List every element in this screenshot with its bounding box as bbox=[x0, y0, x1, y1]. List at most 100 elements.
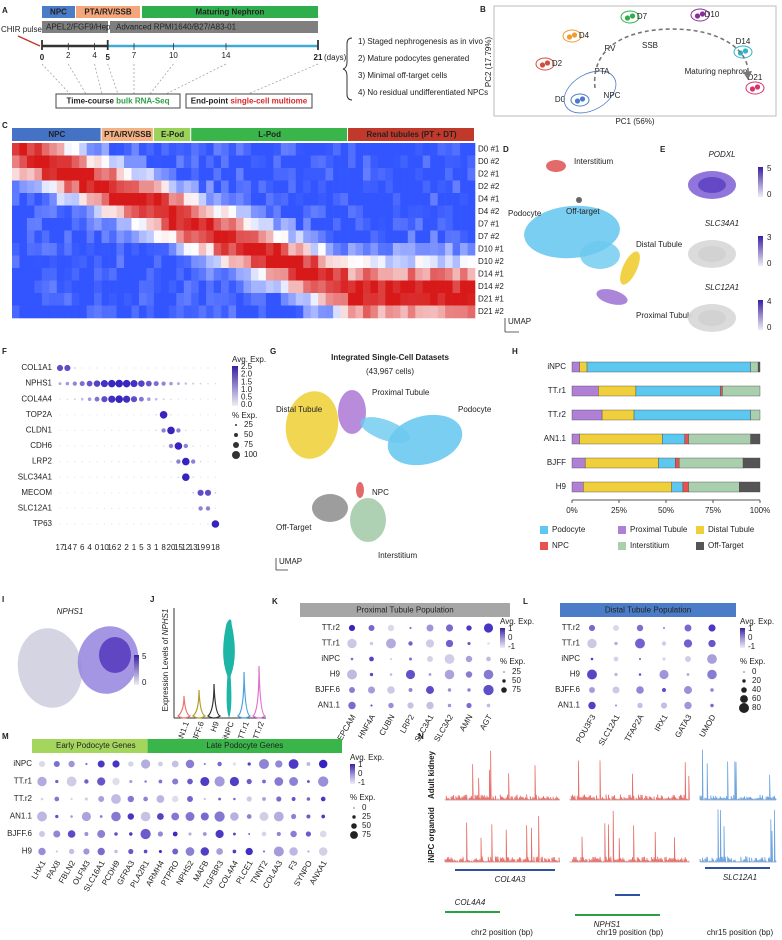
row-label: TT.r1 bbox=[562, 639, 581, 648]
cluster-label: NPC bbox=[372, 488, 389, 497]
cluster-label: 3 bbox=[147, 543, 152, 552]
heat-cell bbox=[101, 230, 110, 244]
cluster-ring bbox=[620, 10, 640, 24]
heat-cell bbox=[348, 180, 356, 194]
dot bbox=[214, 382, 217, 385]
heat-cell bbox=[340, 143, 349, 156]
axis-label: UMAP bbox=[279, 557, 302, 566]
heat-cell bbox=[86, 193, 95, 206]
dot bbox=[168, 443, 174, 449]
heat-cell bbox=[64, 293, 73, 306]
panel-letter: B bbox=[480, 5, 486, 14]
row-label: BJFF.6 bbox=[315, 685, 340, 694]
dot bbox=[122, 395, 131, 403]
heat-cell bbox=[452, 293, 461, 306]
heat-cell bbox=[168, 280, 177, 294]
dot bbox=[170, 460, 172, 463]
box bbox=[185, 93, 313, 109]
heat-cell bbox=[318, 155, 326, 169]
heat-cell bbox=[325, 230, 334, 244]
heat-cell bbox=[94, 293, 102, 306]
heat-cell bbox=[41, 280, 50, 294]
dot bbox=[97, 830, 106, 838]
heat-cell bbox=[415, 268, 424, 281]
dot bbox=[148, 492, 150, 494]
heat-cell bbox=[258, 193, 267, 206]
heat-cell bbox=[258, 268, 267, 281]
heat-cell bbox=[407, 243, 416, 256]
heat-cell bbox=[153, 143, 162, 156]
heat-cell bbox=[415, 230, 424, 244]
heat-cell bbox=[377, 155, 386, 169]
dot bbox=[155, 367, 157, 369]
heat-cell bbox=[138, 180, 147, 194]
heat-cell bbox=[422, 230, 431, 244]
stage-bar bbox=[42, 6, 75, 18]
heat-cell bbox=[19, 255, 28, 269]
heat-cell bbox=[377, 293, 386, 306]
dot bbox=[85, 762, 88, 766]
heat-cell bbox=[146, 168, 155, 181]
stage-bar bbox=[142, 6, 318, 18]
heat-cell bbox=[228, 293, 237, 306]
heat-cell bbox=[183, 255, 192, 269]
title: Integrated Single-Cell Datasets bbox=[331, 353, 449, 362]
heat-cell bbox=[355, 280, 364, 294]
dot bbox=[467, 641, 471, 646]
dot bbox=[445, 624, 454, 632]
heat-cell bbox=[243, 230, 252, 244]
heat-cell bbox=[280, 218, 289, 231]
bar bbox=[722, 385, 761, 397]
dot bbox=[192, 476, 194, 478]
dot bbox=[176, 382, 180, 386]
dot bbox=[155, 507, 157, 509]
dot bbox=[140, 476, 142, 478]
heat-cell bbox=[131, 305, 140, 319]
sample-dot bbox=[754, 84, 761, 90]
heat-cell bbox=[460, 218, 468, 231]
heat-cell bbox=[333, 268, 341, 281]
heat-cell bbox=[265, 205, 274, 219]
dot bbox=[126, 445, 128, 447]
heat-cell bbox=[198, 155, 207, 169]
heat-cell bbox=[64, 155, 73, 169]
heat-cell bbox=[26, 293, 35, 306]
dot bbox=[183, 443, 188, 449]
sample-label: D4 #1 bbox=[478, 194, 500, 203]
heat-cell bbox=[138, 205, 147, 219]
dot bbox=[177, 414, 180, 416]
dot bbox=[185, 414, 187, 416]
cluster-label: 15 bbox=[174, 543, 183, 552]
dot bbox=[171, 812, 180, 821]
legend-swatch bbox=[540, 526, 548, 534]
heat-cell bbox=[265, 305, 274, 319]
dot bbox=[84, 797, 88, 801]
heat-cell bbox=[198, 305, 207, 319]
dot bbox=[89, 492, 91, 494]
dot bbox=[59, 507, 61, 509]
dot bbox=[170, 476, 172, 478]
dot bbox=[148, 476, 150, 478]
dot bbox=[409, 626, 412, 630]
heat-cell bbox=[258, 218, 267, 231]
heat-cell bbox=[236, 193, 244, 206]
dot bbox=[155, 460, 157, 463]
heat-cell bbox=[206, 143, 214, 156]
row-label: BJFF.6 bbox=[7, 829, 32, 838]
heat-cell bbox=[86, 168, 95, 181]
heat-cell bbox=[407, 280, 416, 294]
heat-cell bbox=[131, 193, 140, 206]
heat-cell bbox=[445, 230, 453, 244]
dot bbox=[118, 445, 120, 447]
heat-cell bbox=[49, 293, 58, 306]
heat-cell bbox=[385, 193, 394, 206]
heat-cell bbox=[280, 293, 289, 306]
heat-cell bbox=[430, 155, 438, 169]
dot bbox=[79, 381, 85, 387]
heat-cell bbox=[26, 268, 35, 281]
dot bbox=[163, 367, 165, 369]
dot bbox=[613, 656, 619, 662]
sample-link bbox=[107, 63, 119, 95]
dot bbox=[483, 669, 494, 680]
heat-cell bbox=[392, 305, 401, 319]
